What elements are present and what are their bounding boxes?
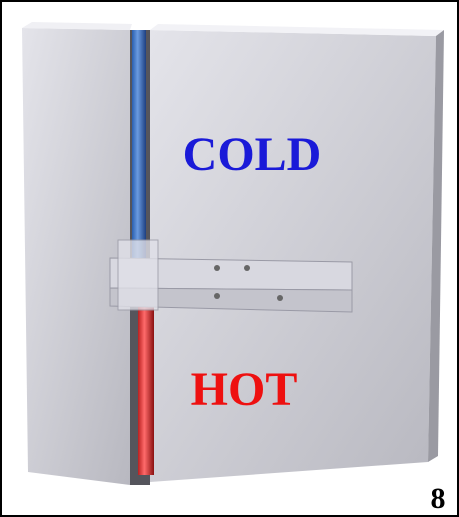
left-wall	[22, 28, 130, 485]
hot-pipe	[138, 270, 154, 475]
right-wall-side	[428, 30, 444, 462]
bracket	[109, 239, 353, 313]
left-wall-top	[22, 22, 132, 30]
cold-pipe	[132, 30, 146, 270]
hot-label: HOT	[191, 363, 298, 416]
cold-label: COLD	[183, 128, 322, 181]
figure-number: 8	[431, 482, 446, 515]
right-wall-top	[150, 24, 444, 36]
right-wall	[150, 30, 436, 482]
